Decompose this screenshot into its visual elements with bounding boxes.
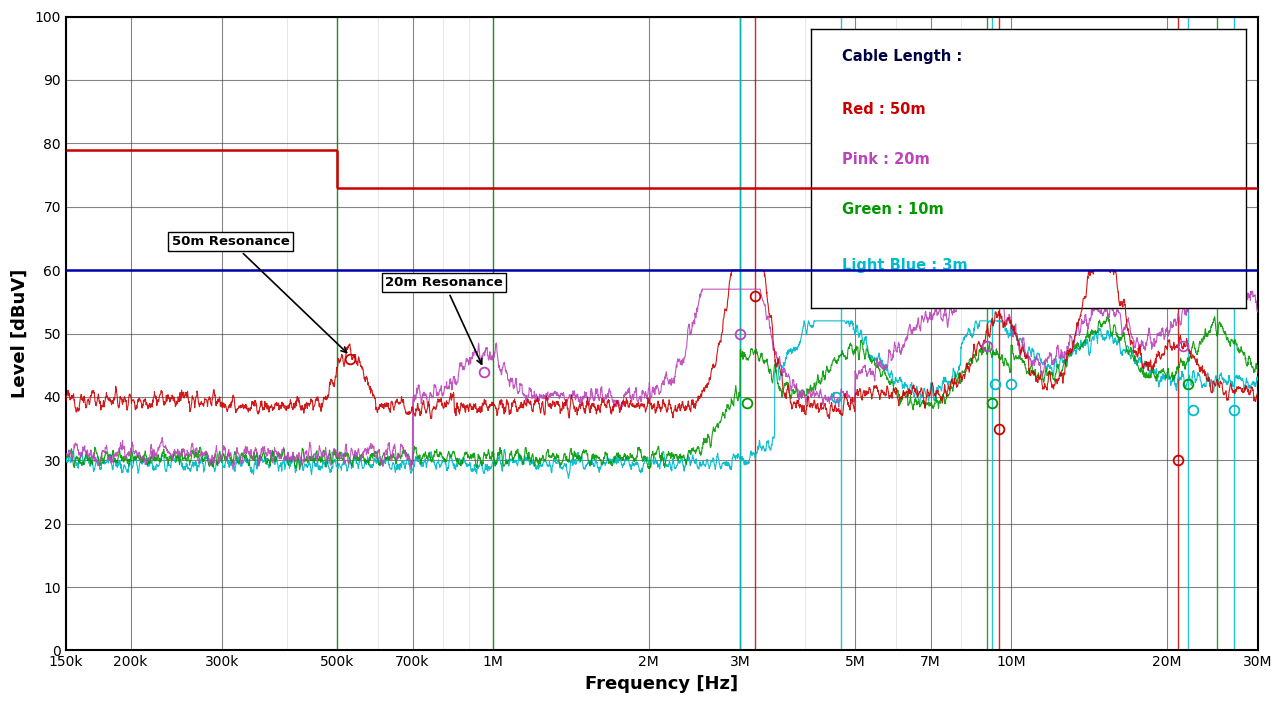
X-axis label: Frequency [Hz]: Frequency [Hz] xyxy=(586,675,738,693)
Text: 20m Resonance: 20m Resonance xyxy=(385,276,503,364)
Text: 50m Resonance: 50m Resonance xyxy=(172,235,347,353)
Y-axis label: Level [dBuV]: Level [dBuV] xyxy=(12,269,30,398)
